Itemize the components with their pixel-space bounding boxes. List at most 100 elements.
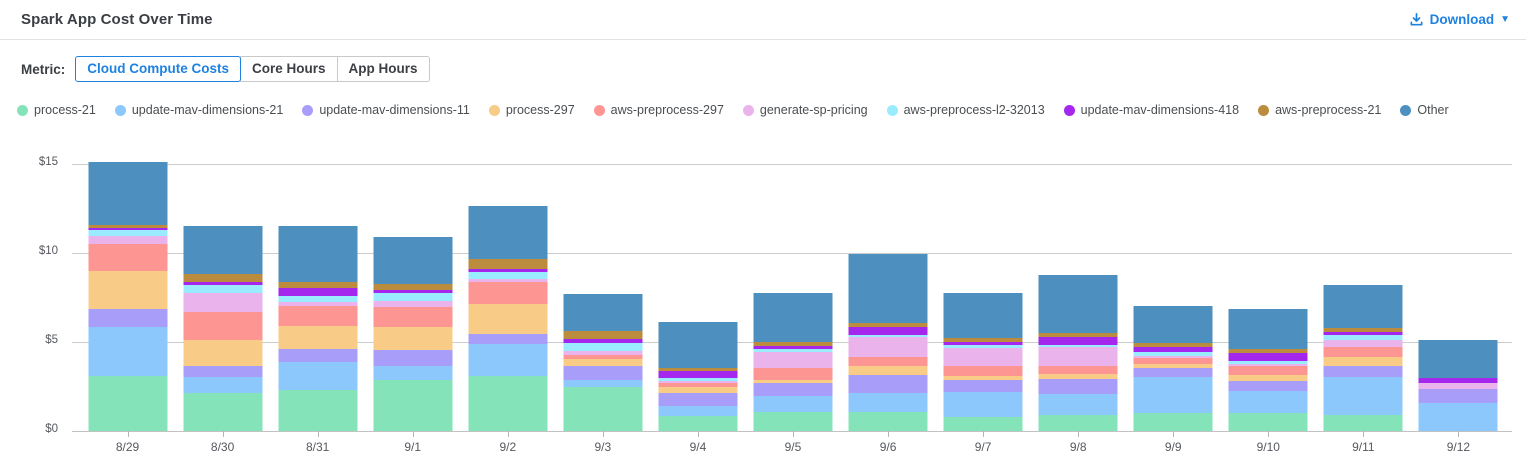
bar-segment-update-mav-dimensions-21[interactable]	[563, 379, 643, 388]
bar-segment-aws-preprocess-297[interactable]	[943, 365, 1023, 377]
bar-segment-other[interactable]	[943, 293, 1023, 338]
bar-segment-process-21[interactable]	[278, 389, 358, 431]
bar-segment-update-mav-dimensions-21[interactable]	[373, 366, 453, 380]
bar-segment-aws-preprocess-l2-32013[interactable]	[943, 345, 1023, 348]
bar-9/1[interactable]	[373, 237, 453, 431]
bar-9/6[interactable]	[848, 253, 928, 431]
bar-segment-aws-preprocess-297[interactable]	[848, 357, 928, 367]
bar-segment-generate-sp-pricing[interactable]	[468, 279, 548, 282]
bar-segment-update-mav-dimensions-11[interactable]	[1323, 366, 1403, 378]
bar-segment-other[interactable]	[658, 321, 738, 369]
bar-segment-other[interactable]	[278, 226, 358, 283]
bar-segment-aws-preprocess-21[interactable]	[183, 273, 263, 282]
bar-segment-aws-preprocess-297[interactable]	[658, 382, 738, 388]
bar-segment-generate-sp-pricing[interactable]	[278, 301, 358, 307]
bar-8/29[interactable]	[88, 162, 168, 431]
bar-segment-aws-preprocess-l2-32013[interactable]	[183, 285, 263, 293]
bar-segment-generate-sp-pricing[interactable]	[1418, 383, 1498, 390]
bar-segment-update-mav-dimensions-11[interactable]	[278, 348, 358, 362]
bar-segment-update-mav-dimensions-21[interactable]	[468, 344, 548, 376]
bar-segment-generate-sp-pricing[interactable]	[1323, 339, 1403, 347]
legend-item-aws-preprocess-21[interactable]: aws-preprocess-21	[1258, 103, 1381, 117]
bar-segment-aws-preprocess-21[interactable]	[753, 342, 833, 347]
bar-segment-process-297[interactable]	[943, 376, 1023, 380]
bar-segment-update-mav-dimensions-11[interactable]	[943, 379, 1023, 393]
bar-segment-process-21[interactable]	[658, 415, 738, 431]
bar-segment-aws-preprocess-297[interactable]	[753, 368, 833, 380]
bar-segment-process-21[interactable]	[753, 411, 833, 431]
bar-segment-generate-sp-pricing[interactable]	[1133, 355, 1213, 359]
bar-segment-generate-sp-pricing[interactable]	[183, 292, 263, 313]
bar-segment-update-mav-dimensions-21[interactable]	[848, 392, 928, 412]
bar-9/2[interactable]	[468, 205, 548, 431]
bar-segment-aws-preprocess-21[interactable]	[1038, 332, 1118, 337]
bar-segment-update-mav-dimensions-11[interactable]	[658, 393, 738, 406]
bar-segment-update-mav-dimensions-21[interactable]	[1323, 377, 1403, 415]
bar-segment-generate-sp-pricing[interactable]	[1228, 363, 1308, 366]
bar-segment-other[interactable]	[88, 162, 168, 225]
bar-segment-process-21[interactable]	[848, 411, 928, 431]
bar-segment-aws-preprocess-297[interactable]	[1228, 365, 1308, 375]
bar-segment-update-mav-dimensions-21[interactable]	[1418, 402, 1498, 431]
bar-9/4[interactable]	[658, 321, 738, 431]
bar-segment-process-297[interactable]	[1133, 363, 1213, 369]
bar-segment-update-mav-dimensions-418[interactable]	[1323, 332, 1403, 336]
bar-segment-process-21[interactable]	[1323, 414, 1403, 431]
bar-segment-process-21[interactable]	[373, 379, 453, 431]
bar-segment-update-mav-dimensions-21[interactable]	[753, 396, 833, 412]
bar-segment-other[interactable]	[1133, 305, 1213, 343]
bar-segment-update-mav-dimensions-11[interactable]	[373, 349, 453, 367]
bar-segment-update-mav-dimensions-418[interactable]	[278, 288, 358, 296]
bar-segment-aws-preprocess-21[interactable]	[1323, 327, 1403, 333]
bar-segment-process-21[interactable]	[1133, 412, 1213, 431]
legend-item-process-297[interactable]: process-297	[488, 103, 575, 117]
bar-9/12[interactable]	[1418, 340, 1498, 431]
bar-segment-process-297[interactable]	[468, 303, 548, 335]
bar-segment-aws-preprocess-l2-32013[interactable]	[88, 230, 168, 237]
bar-segment-process-21[interactable]	[1228, 412, 1308, 431]
bar-segment-process-297[interactable]	[658, 387, 738, 394]
bar-9/8[interactable]	[1038, 274, 1118, 431]
metric-option-cloud-compute-costs[interactable]: Cloud Compute Costs	[75, 56, 242, 82]
bar-segment-aws-preprocess-21[interactable]	[373, 283, 453, 290]
bar-segment-update-mav-dimensions-11[interactable]	[1133, 368, 1213, 377]
bar-segment-aws-preprocess-21[interactable]	[1133, 342, 1213, 348]
bar-segment-update-mav-dimensions-418[interactable]	[1418, 378, 1498, 384]
bar-segment-aws-preprocess-21[interactable]	[943, 337, 1023, 343]
bar-segment-generate-sp-pricing[interactable]	[563, 351, 643, 355]
bar-segment-aws-preprocess-21[interactable]	[658, 368, 738, 371]
bar-segment-process-297[interactable]	[278, 326, 358, 349]
bar-segment-process-21[interactable]	[943, 416, 1023, 431]
bar-segment-generate-sp-pricing[interactable]	[373, 301, 453, 307]
bar-segment-aws-preprocess-l2-32013[interactable]	[373, 293, 453, 302]
bar-segment-aws-preprocess-l2-32013[interactable]	[1228, 360, 1308, 364]
bar-segment-process-297[interactable]	[848, 366, 928, 375]
bar-segment-process-21[interactable]	[88, 376, 168, 431]
legend-item-update-mav-dimensions-418[interactable]: update-mav-dimensions-418	[1063, 103, 1239, 117]
legend-item-process-21[interactable]: process-21	[17, 103, 96, 117]
bar-segment-other[interactable]	[183, 226, 263, 274]
bar-segment-aws-preprocess-21[interactable]	[1228, 349, 1308, 353]
bar-segment-process-297[interactable]	[563, 358, 643, 366]
bar-segment-update-mav-dimensions-11[interactable]	[753, 383, 833, 397]
download-button[interactable]: Download ▼	[1409, 12, 1510, 27]
bar-segment-process-297[interactable]	[1228, 374, 1308, 381]
bar-segment-process-21[interactable]	[468, 375, 548, 431]
bar-segment-update-mav-dimensions-21[interactable]	[183, 377, 263, 393]
bar-segment-process-297[interactable]	[1038, 373, 1118, 380]
bar-segment-update-mav-dimensions-418[interactable]	[373, 289, 453, 294]
bar-segment-update-mav-dimensions-418[interactable]	[1228, 352, 1308, 361]
bar-segment-aws-preprocess-297[interactable]	[88, 243, 168, 272]
bar-segment-update-mav-dimensions-21[interactable]	[943, 392, 1023, 417]
bar-segment-update-mav-dimensions-11[interactable]	[848, 374, 928, 393]
metric-option-app-hours[interactable]: App Hours	[336, 56, 430, 82]
bar-segment-update-mav-dimensions-418[interactable]	[1133, 347, 1213, 352]
bar-segment-aws-preprocess-l2-32013[interactable]	[1133, 351, 1213, 356]
bar-segment-aws-preprocess-l2-32013[interactable]	[658, 378, 738, 381]
bar-segment-update-mav-dimensions-418[interactable]	[753, 346, 833, 349]
bar-9/7[interactable]	[943, 293, 1023, 431]
bar-9/5[interactable]	[753, 293, 833, 431]
bar-segment-aws-preprocess-297[interactable]	[183, 312, 263, 341]
bar-segment-other[interactable]	[1228, 308, 1308, 350]
bar-segment-update-mav-dimensions-418[interactable]	[563, 339, 643, 343]
